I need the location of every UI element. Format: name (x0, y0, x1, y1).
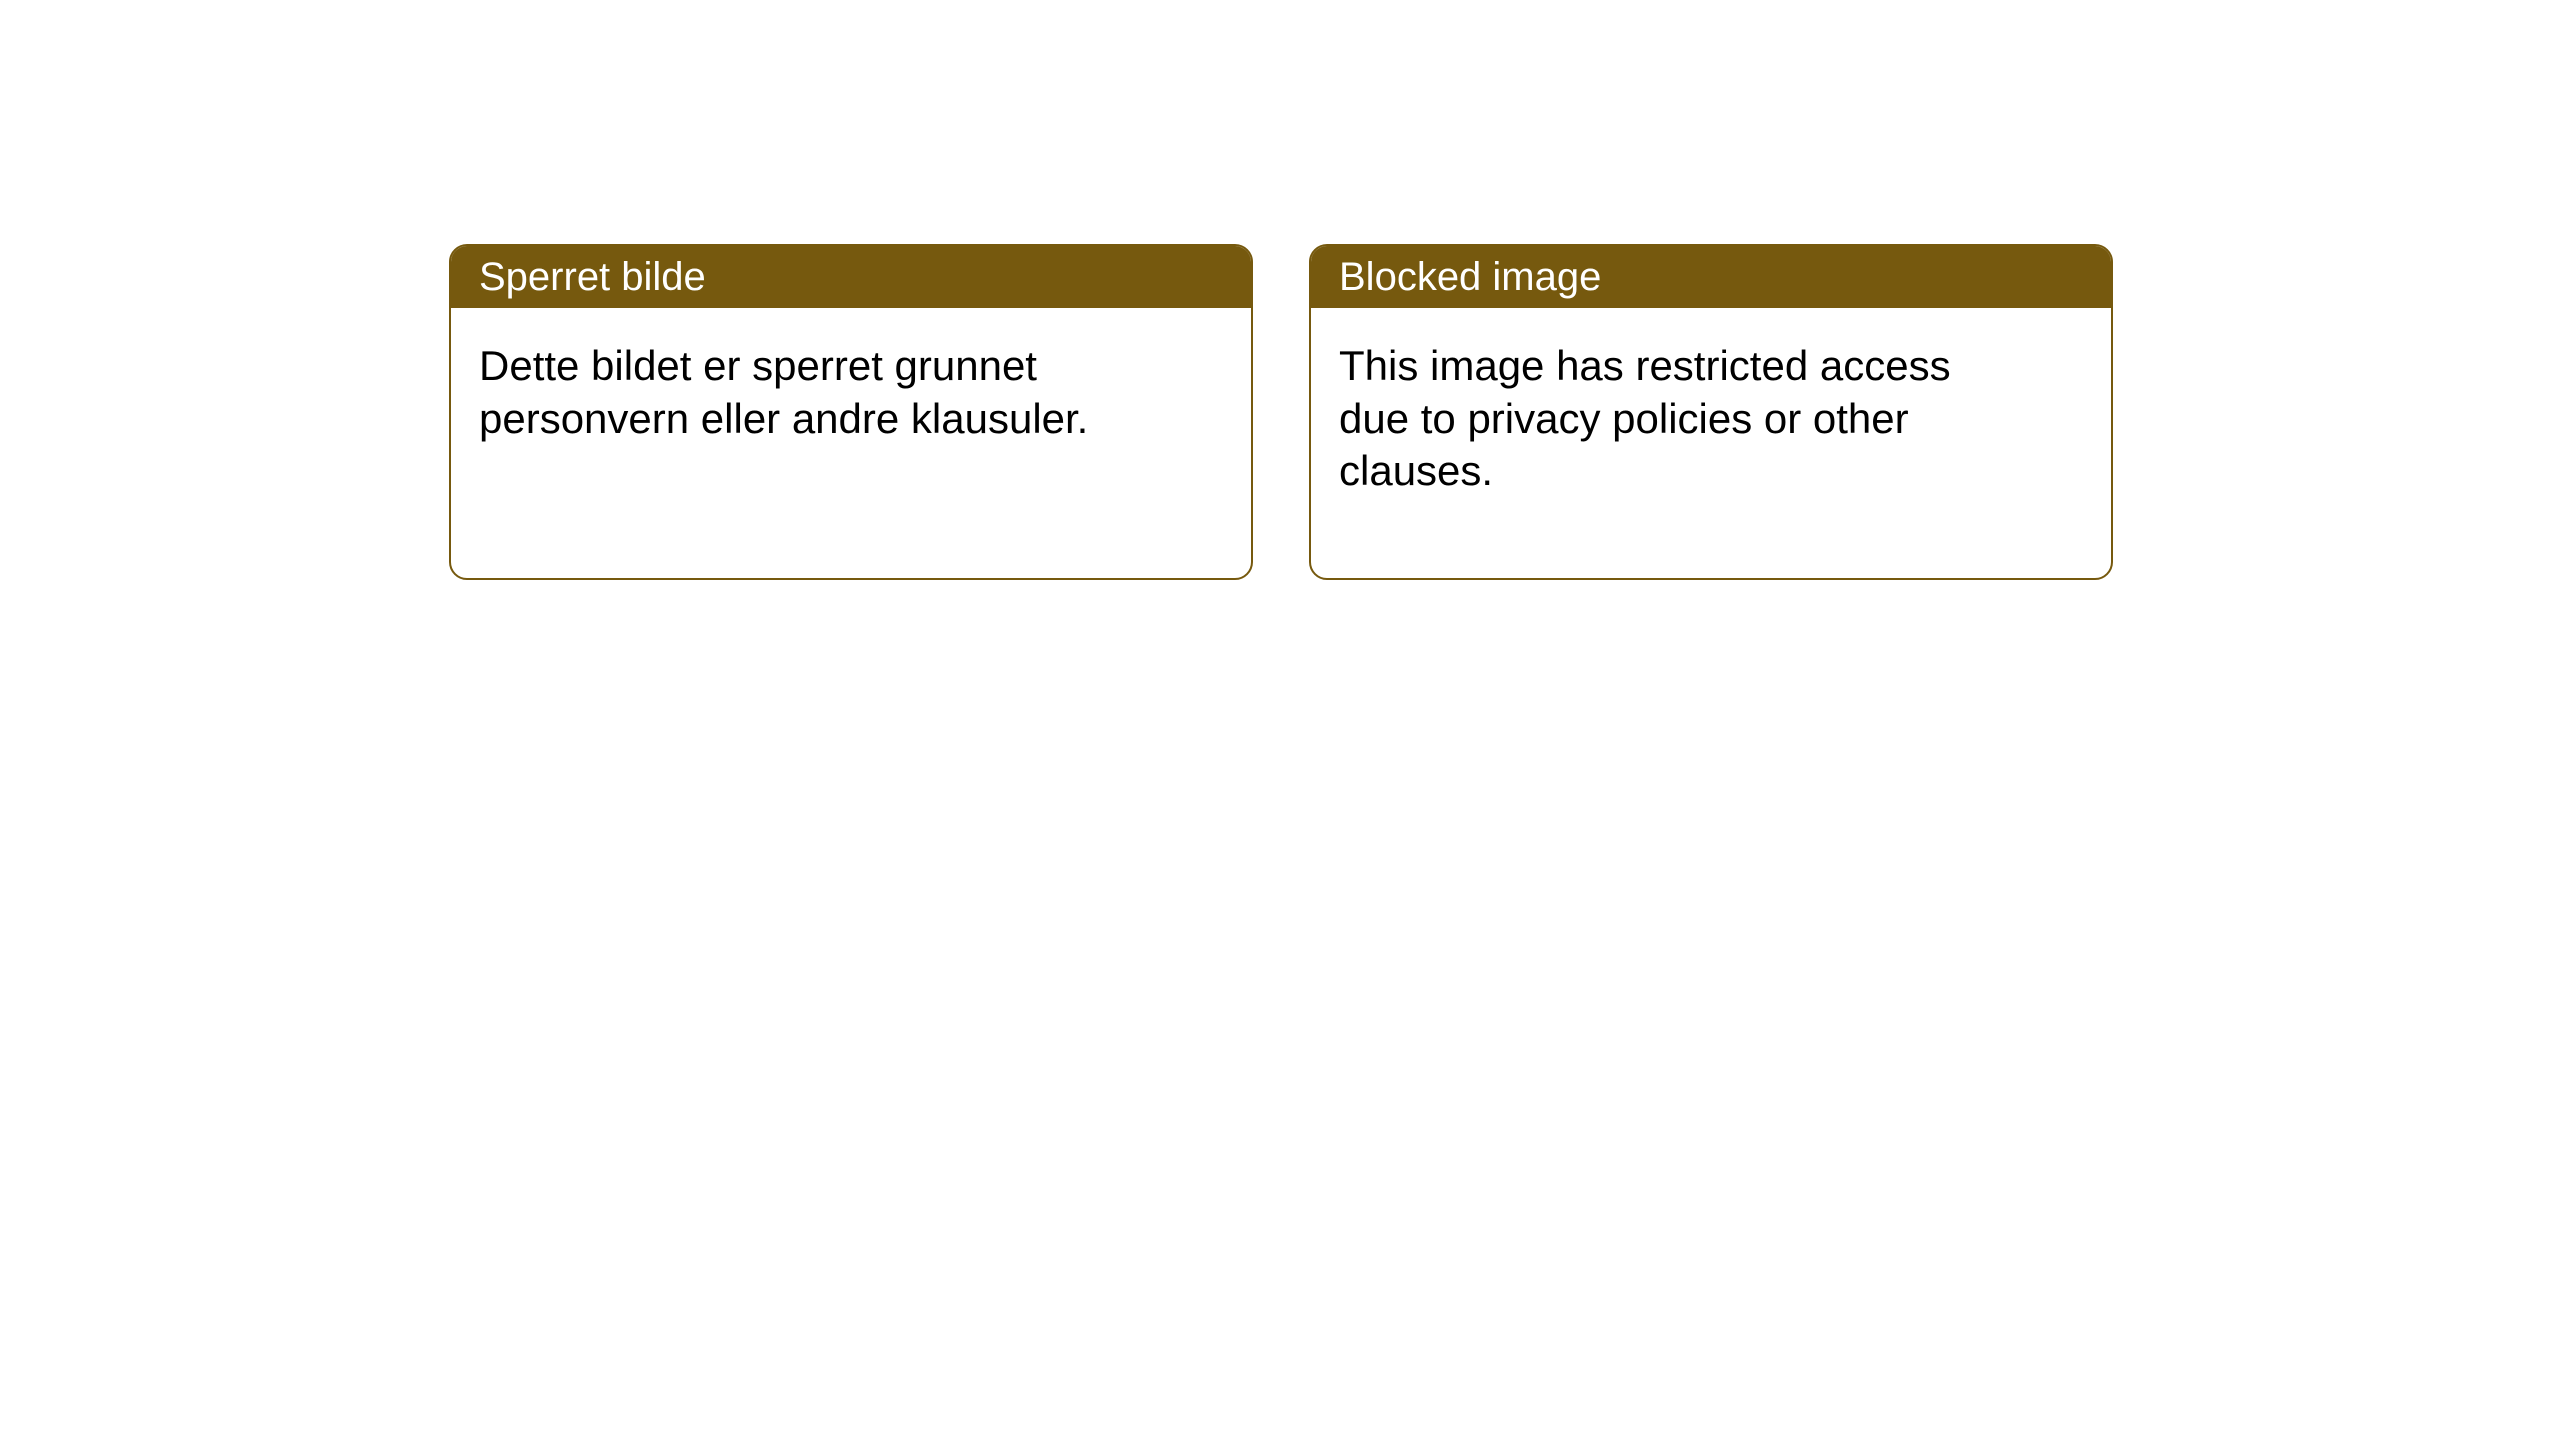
blocked-image-notice-en: Blocked image This image has restricted … (1309, 244, 2113, 580)
blocked-image-notice-no: Sperret bilde Dette bildet er sperret gr… (449, 244, 1253, 580)
notice-body-no: Dette bildet er sperret grunnet personve… (451, 308, 1151, 477)
notice-header-en: Blocked image (1311, 246, 2111, 308)
notice-body-en: This image has restricted access due to … (1311, 308, 2011, 530)
notice-message-no: Dette bildet er sperret grunnet personve… (479, 342, 1088, 442)
notice-header-no: Sperret bilde (451, 246, 1251, 308)
blocked-image-notices: Sperret bilde Dette bildet er sperret gr… (449, 244, 2113, 580)
notice-title-en: Blocked image (1339, 255, 1601, 300)
notice-message-en: This image has restricted access due to … (1339, 342, 1951, 494)
notice-title-no: Sperret bilde (479, 255, 706, 300)
